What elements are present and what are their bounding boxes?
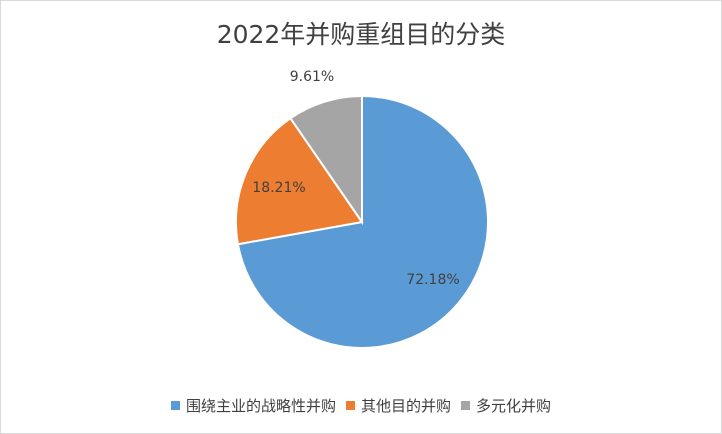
data-label: 72.18% [406, 272, 459, 288]
legend-label: 围绕主业的战略性并购 [185, 397, 336, 415]
legend-swatch [170, 401, 180, 410]
legend-swatch [461, 401, 470, 410]
legend-item-diversified: 多元化并购 [461, 395, 551, 416]
data-label: 9.61% [290, 69, 334, 85]
legend-swatch [345, 401, 355, 410]
legend-item-strategic: 围绕主业的战略性并购 [170, 395, 336, 416]
legend-label: 其他目的并购 [360, 397, 451, 415]
chart-title: 2022年并购重组目的分类 [216, 20, 506, 49]
slice-diversified [289, 94, 363, 226]
slice-other [235, 116, 364, 246]
data-label: 18.21% [252, 180, 305, 196]
legend-item-other: 其他目的并购 [345, 395, 451, 416]
legend: 围绕主业的战略性并购 其他目的并购 多元化并购 [1, 395, 721, 416]
legend-label: 多元化并购 [476, 397, 552, 415]
